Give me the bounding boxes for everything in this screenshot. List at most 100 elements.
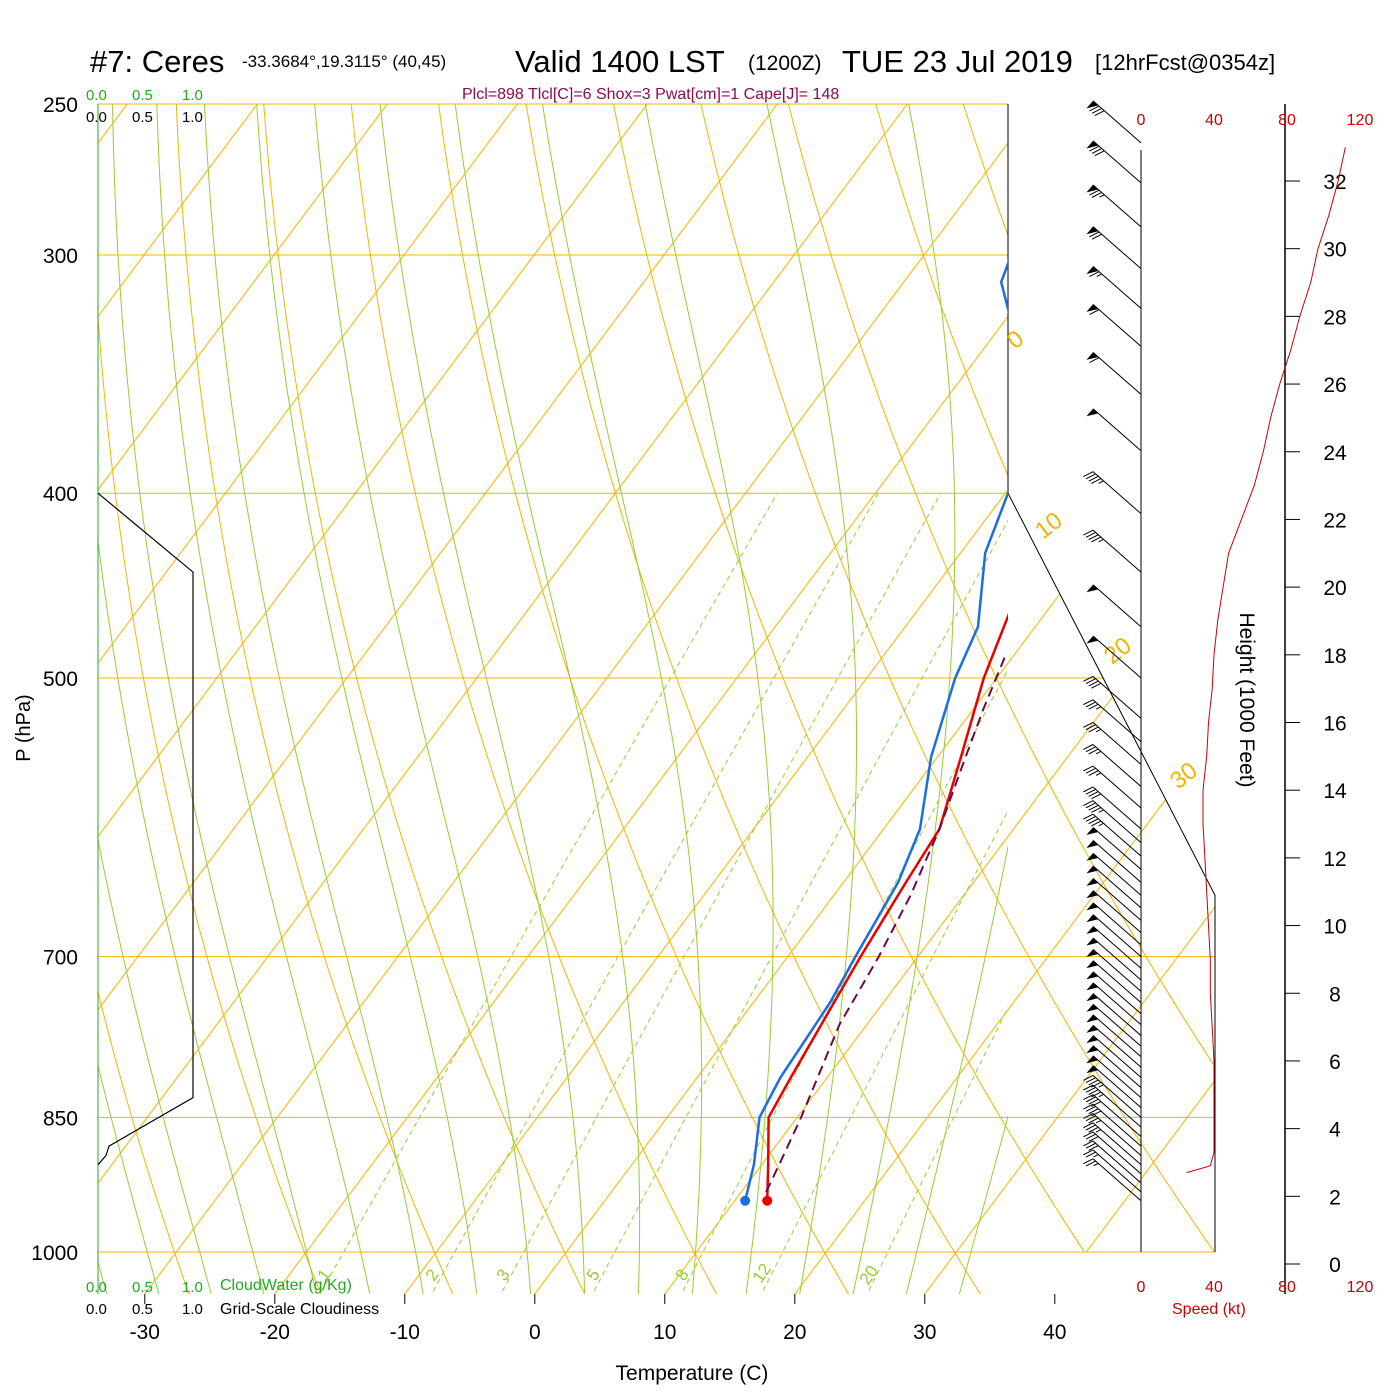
wind-barb-staff [1092, 982, 1142, 1026]
wind-barb-feather [1091, 233, 1102, 240]
wind-barb-staff [1092, 100, 1142, 144]
cloud-scale-bottom-black-0: 0.0 [86, 1301, 107, 1318]
wind-barb [1086, 971, 1142, 1015]
wind-barb-half-feather [1098, 822, 1104, 827]
background-lines-right [1008, 493, 1215, 1253]
wind-barb-half-feather [1095, 706, 1102, 710]
wind-barb-feather [1091, 1091, 1102, 1098]
wind-barb-staff [1092, 303, 1142, 347]
wind-barb-staff [1092, 1094, 1142, 1138]
wind-barb-feather [1091, 148, 1102, 154]
wind-barb-staff [1092, 827, 1142, 870]
moist-adiabat-line [766, 104, 857, 1294]
isotherm-line [664, 835, 1008, 1294]
wind-barb-feather [1089, 105, 1100, 112]
wind-barb-feather [1091, 107, 1102, 114]
wind-barb-flag [1086, 937, 1099, 946]
mixing-ratio-line [319, 492, 778, 1294]
wind-barb-staff [1092, 266, 1142, 309]
wind-barb-feather [1088, 1145, 1099, 1151]
wind-barb-feather [1083, 744, 1094, 750]
wind-barb-staff [1092, 744, 1142, 787]
title-date: TUE 23 Jul 2019 [842, 44, 1073, 79]
wind-barb-half-feather [1093, 1162, 1099, 1167]
wind-barb [1083, 800, 1142, 844]
wind-barb-feather [1085, 1133, 1096, 1140]
isotherm-line [794, 1008, 1008, 1294]
moist-adiabat-line [156, 104, 371, 1294]
parcel-profile [765, 652, 1008, 1193]
wind-barb [1086, 266, 1142, 309]
wind-barb [1083, 1158, 1142, 1202]
wind-barb-feather [1091, 1110, 1102, 1117]
wind-barb [1083, 471, 1142, 515]
x-tick-label: -20 [260, 1321, 290, 1344]
wind-barb-staff [1092, 949, 1142, 992]
wind-barb-staff [1092, 352, 1142, 395]
wind-speed-tick-bottom: 0 [1137, 1279, 1146, 1296]
wind-barb [1086, 949, 1142, 992]
moist-adiabat-line [314, 104, 532, 1294]
pressure-tick-label: 300 [43, 245, 78, 268]
speed-axis-label: Speed (kt) [1172, 1301, 1246, 1318]
wind-barb-feather [1089, 309, 1100, 315]
wind-barb-flag [1086, 1025, 1099, 1033]
wind-barb-feather [1091, 807, 1102, 813]
dry-adiabat-line [263, 104, 586, 1294]
cloud-scale-top-black-0: 0.0 [86, 109, 107, 126]
pressure-tick-label: 400 [43, 483, 78, 506]
wind-barb-staff [1092, 1113, 1142, 1156]
height-tick-label: 30 [1323, 239, 1346, 262]
wind-barb-flag [1086, 100, 1099, 109]
wind-barb-feather [1088, 1126, 1099, 1133]
wind-barb-feather [1088, 534, 1099, 541]
x-tick-label: -30 [130, 1321, 160, 1344]
wind-barb [1086, 1024, 1142, 1068]
wind-barb-feather [1085, 767, 1096, 774]
wind-barb-staff [1092, 529, 1142, 573]
wind-barb [1086, 1045, 1142, 1089]
wind-barb-flag [1086, 352, 1099, 360]
y-axis-label: P (hPa) [13, 694, 35, 761]
wind-barb-flag [1086, 140, 1099, 149]
height-tick-label: 0 [1329, 1254, 1341, 1277]
dry-adiabat-line [350, 104, 718, 1294]
wind-barb-feather [1088, 770, 1099, 776]
cloud-scale-top-black-1: 0.5 [132, 109, 153, 126]
wind-barb [1086, 1065, 1142, 1108]
wind-barb [1086, 877, 1142, 921]
wind-barb-staff [1092, 1158, 1142, 1202]
wind-barb-half-feather [1098, 538, 1104, 543]
wind-barb-feather [1085, 1142, 1096, 1149]
wind-barb-feather [1089, 189, 1100, 196]
wind-barb-feather [1083, 699, 1094, 706]
height-tick-label: 2 [1329, 1186, 1341, 1209]
wind-barb-feather [1085, 473, 1096, 480]
wind-barb-staff [1092, 840, 1142, 883]
height-tick-label: 14 [1323, 780, 1347, 803]
wind-barb [1086, 993, 1142, 1036]
title-zulu: (1200Z) [748, 52, 822, 75]
wind-barb-staff [1092, 699, 1142, 743]
wind-barb-flag [1086, 853, 1099, 861]
wind-barb-flag [1086, 1055, 1099, 1064]
wind-panel: 0040408080120120024681012141618202224262… [1083, 100, 1373, 1296]
wind-barb-flag [1086, 1065, 1099, 1074]
wind-barb-feather [1083, 800, 1094, 807]
wind-barb-feather [1083, 813, 1094, 820]
wind-barb-flag [1086, 840, 1099, 848]
wind-barb-feather [1088, 1136, 1099, 1142]
isotherm-line [274, 315, 1008, 1294]
wind-barb-feather [1083, 471, 1094, 477]
x-tick-label: 10 [653, 1321, 676, 1344]
moist-adiabat-line [98, 1063, 160, 1294]
wind-barb-staff [1092, 902, 1142, 946]
wind-barb-flag [1086, 304, 1099, 312]
wind-barb-feather [1088, 748, 1099, 755]
wind-barb [1083, 1094, 1142, 1138]
wind-barb-staff [1092, 765, 1142, 809]
wind-barb-feather [1088, 703, 1099, 710]
wind-barb [1083, 699, 1142, 743]
wind-barb-staff [1092, 1149, 1142, 1193]
